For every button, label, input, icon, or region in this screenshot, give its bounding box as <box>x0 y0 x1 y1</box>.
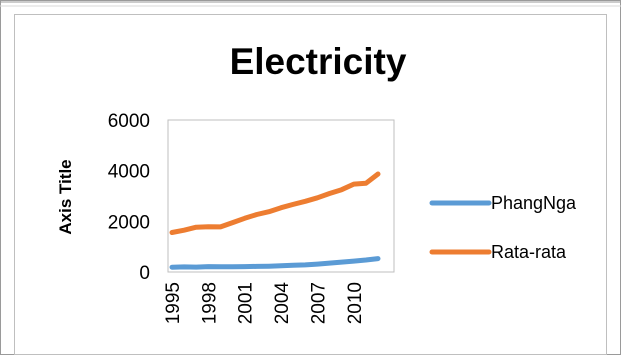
y-axis-title: Axis Title <box>56 159 75 234</box>
legend-label: Rata-rata <box>491 242 567 262</box>
plot-area-border <box>167 119 395 273</box>
x-axis-ticks: 1995 1998 2001 2004 2007 2010 <box>163 282 366 325</box>
series-line-phangnga <box>169 256 381 270</box>
x-tick-label: 2007 <box>308 282 329 324</box>
x-tick-label: 1995 <box>163 282 184 324</box>
chart-title: Electricity <box>230 41 407 82</box>
y-tick-label: 2000 <box>108 212 150 233</box>
y-tick-label: 0 <box>139 263 150 284</box>
x-tick-label: 1998 <box>199 282 220 324</box>
legend: PhangNga Rata-rata <box>429 193 577 262</box>
series-layer <box>169 171 381 270</box>
x-tick-label: 2004 <box>272 282 293 325</box>
chart-area-frame <box>14 14 607 355</box>
legend-label: PhangNga <box>491 193 577 213</box>
x-tick-label: 2010 <box>345 282 366 324</box>
y-axis-ticks: 0 2000 4000 6000 <box>108 111 150 284</box>
x-tick-label: 2001 <box>236 282 257 324</box>
y-tick-label: 4000 <box>108 162 150 183</box>
series-line-rata-rata <box>169 171 381 235</box>
y-tick-label: 6000 <box>108 111 150 132</box>
